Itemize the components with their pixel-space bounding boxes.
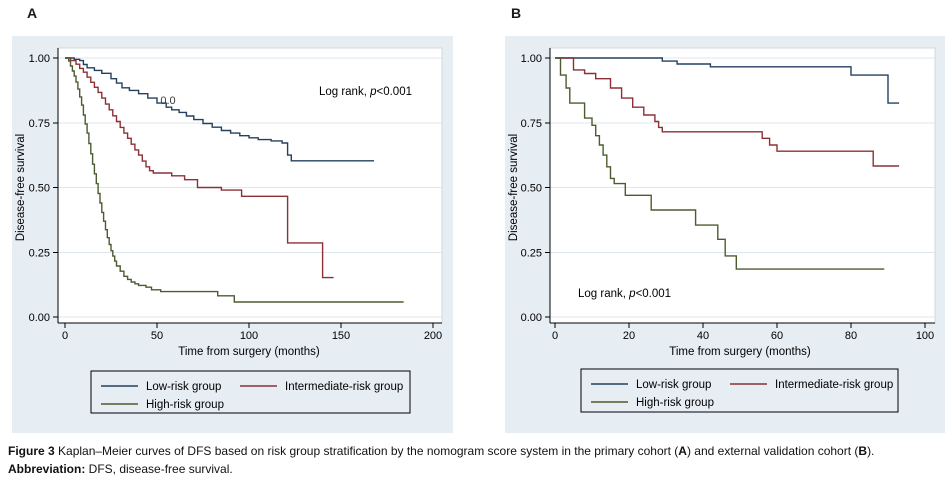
legend-label-intermediate-risk-group: Intermediate-risk group (285, 381, 403, 393)
figure-caption: Figure 3 Kaplan–Meier curves of DFS base… (8, 442, 948, 478)
x-axis-title: Time from surgery (months) (669, 346, 811, 358)
panel-b-label: B (511, 5, 522, 21)
series-line-high-risk-group (65, 57, 404, 303)
series-line-intermediate-risk-group (65, 57, 334, 279)
y-tick-label: 0.50 (29, 183, 50, 195)
y-axis-title: Disease-free survival (508, 134, 520, 241)
km-panel-b: 1.00 0.75 0.50 0.25 0.00 0 20 40 60 80 100 Time fro… (505, 36, 945, 433)
legend-box (580, 368, 899, 413)
log-rank-annotation: Log rank, p<0.001 (578, 288, 671, 300)
series-line-intermediate-risk-group (555, 57, 900, 167)
y-tick-label: 0.75 (29, 118, 50, 130)
y-tick-label: 1.00 (521, 53, 542, 65)
x-tick-label: 40 (697, 330, 709, 342)
legend-label-low-risk-group: Low-risk group (636, 379, 711, 391)
y-tick-label: 0.25 (29, 247, 50, 259)
caption-part: Figure 3 (8, 444, 59, 458)
y-tick-label: 0.25 (521, 247, 542, 259)
x-tick-label: 150 (332, 330, 350, 342)
caption-part: Abbreviation: (8, 462, 89, 476)
series-line-high-risk-group (555, 57, 885, 270)
legend-label-high-risk-group: High-risk group (146, 399, 224, 411)
legend-box (90, 370, 411, 414)
km-chart-b-svg: 1.00 0.75 0.50 0.25 0.00 0 20 40 60 80 100 Time fro… (505, 36, 945, 433)
plot-area (57, 47, 443, 324)
caption-line-1: Figure 3 Kaplan–Meier curves of DFS base… (8, 442, 948, 460)
caption-part: B (858, 444, 868, 458)
y-tick-label: 0.75 (521, 118, 542, 130)
y-tick-label: 0.50 (521, 183, 542, 195)
y-tick-label: 0.00 (521, 312, 542, 324)
caption-line-2: Abbreviation: DFS, disease-free survival… (8, 460, 948, 478)
y-tick-label: 1.00 (29, 53, 50, 65)
plot-area (549, 47, 936, 324)
x-tick-label: 50 (151, 330, 163, 342)
legend-label-intermediate-risk-group: Intermediate-risk group (775, 379, 893, 391)
y-tick-label: 0.00 (29, 312, 50, 324)
series-line-low-risk-group (555, 57, 900, 104)
caption-part: Kaplan–Meier curves of DFS based on risk… (58, 444, 679, 458)
x-tick-label: 200 (424, 330, 442, 342)
km-chart-a-svg: 1.00 0.75 0.50 0.25 0.00 0 50 100 150 200 Time fro… (12, 36, 453, 433)
stray-annotation: 0.0 (160, 95, 175, 107)
x-tick-label: 80 (845, 330, 857, 342)
x-tick-label: 0 (62, 330, 68, 342)
x-tick-label: 60 (771, 330, 783, 342)
log-rank-annotation: Log rank, p<0.001 (319, 86, 412, 98)
x-axis-title: Time from surgery (months) (178, 346, 320, 358)
x-tick-label: 100 (916, 330, 934, 342)
km-panel-a: 1.00 0.75 0.50 0.25 0.00 0 50 100 150 200 Time fro… (12, 36, 453, 433)
caption-part: A (678, 444, 687, 458)
x-tick-label: 0 (552, 330, 558, 342)
y-axis-title: Disease-free survival (15, 134, 27, 241)
legend-label-high-risk-group: High-risk group (636, 397, 714, 409)
caption-part: ). (867, 444, 875, 458)
caption-part: ) and external validation cohort ( (686, 444, 859, 458)
legend-label-low-risk-group: Low-risk group (146, 381, 221, 393)
x-tick-label: 20 (623, 330, 635, 342)
panel-a-label: A (27, 5, 38, 21)
series-line-low-risk-group (65, 57, 375, 162)
caption-part: DFS, disease-free survival. (88, 462, 233, 476)
x-tick-label: 100 (240, 330, 258, 342)
